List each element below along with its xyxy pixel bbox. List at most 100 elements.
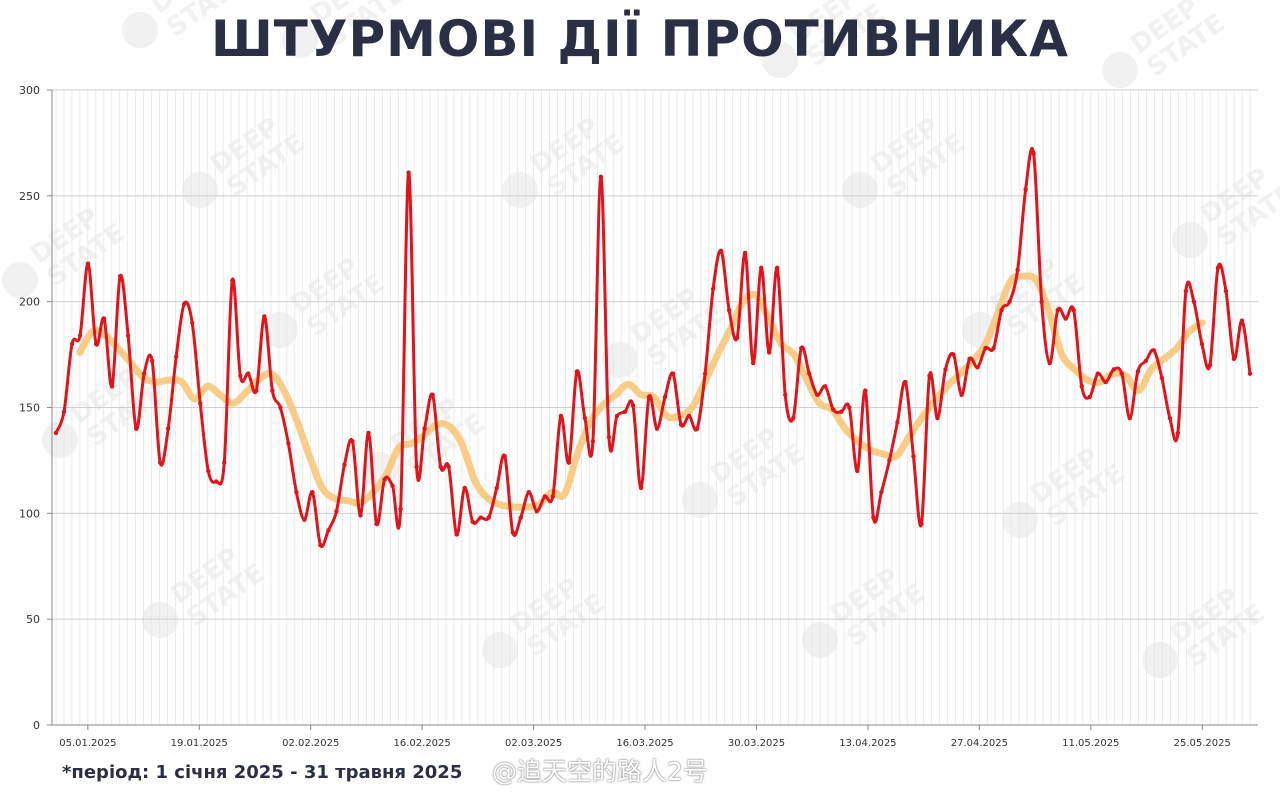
data-point [1175,430,1181,436]
data-point [222,460,227,465]
series-layer [53,146,1253,549]
watermark-logo-icon [762,42,798,78]
data-point [478,515,483,520]
data-point [470,519,475,524]
data-point [1119,371,1124,376]
data-point [182,301,187,306]
data-point [1215,265,1221,270]
credit-watermark: @追天空的路人2号 [492,757,708,786]
data-point [262,314,267,319]
data-point [454,532,459,537]
data-point [718,248,724,254]
data-point [1199,341,1205,347]
data-point [1079,384,1084,389]
watermark-logo-icon [1172,222,1208,258]
data-point [766,350,772,355]
watermark-logo-icon [1142,642,1178,678]
data-point [302,517,307,522]
data-point [1055,307,1060,313]
data-point [959,392,964,397]
data-point [149,358,155,364]
data-point [198,401,203,406]
x-tick-label: 16.03.2025 [616,738,673,749]
x-tick-label: 02.02.2025 [282,738,339,749]
data-point [294,489,299,495]
data-point [534,509,540,514]
watermark-logo-icon [122,12,158,48]
data-point [694,426,700,431]
y-tick-label: 0 [33,719,40,732]
watermark-logo-icon [2,262,38,298]
data-point [919,521,924,527]
data-point [190,320,195,326]
data-point [903,379,908,385]
data-point [678,422,684,427]
data-point [646,394,652,400]
data-point [839,409,844,414]
data-point [1247,371,1253,376]
data-point [734,335,740,340]
trend-line [76,272,1206,511]
data-point [93,341,99,347]
watermark-logo-icon [1102,52,1138,88]
y-tick-label: 250 [19,190,40,203]
data-point [174,354,179,359]
x-tick-label: 13.04.2025 [839,738,896,749]
data-point [494,485,499,491]
data-point [382,477,387,482]
data-point [550,494,556,499]
data-point [206,468,211,474]
watermark-logo-icon [502,172,538,208]
data-point [831,407,836,412]
data-point [1015,267,1020,273]
y-tick-label: 50 [26,613,40,626]
data-point [238,373,243,378]
data-point [1239,318,1245,323]
data-point [1007,299,1012,304]
data-point [975,365,980,370]
data-point [775,265,780,270]
data-point [374,521,379,527]
data-point [390,483,395,489]
data-point [125,333,131,338]
data-point [1143,358,1149,364]
data-point [879,489,884,495]
data-point [991,346,996,351]
x-tick-label: 16.02.2025 [394,738,451,749]
data-point [502,453,507,459]
data-point [847,405,852,410]
x-tick-label: 19.01.2025 [171,738,228,749]
data-point [662,394,668,400]
data-point [1023,187,1028,192]
y-tick-label: 100 [19,507,40,520]
x-tick-label: 02.03.2025 [505,738,562,749]
data-point [510,530,515,535]
data-point [750,360,756,366]
watermark-logo-icon [282,22,318,58]
data-point [935,415,940,421]
watermark-logo-icon [482,632,518,668]
data-point [133,426,139,431]
data-point [606,434,612,440]
data-point [270,388,275,393]
data-point [855,468,860,474]
data-point [1223,288,1229,294]
x-tick-label: 05.01.2025 [59,738,116,749]
data-point [366,430,371,436]
data-point [791,415,796,421]
data-point [622,409,628,414]
data-point [614,413,620,419]
data-point [1103,379,1108,385]
data-point [951,352,956,357]
chart-title: ШТУРМОВІ ДІЇ ПРОТИВНИКА [211,10,1069,68]
data-point [1167,415,1173,421]
data-point [286,441,291,446]
data-point [1095,371,1100,376]
data-point [117,274,123,279]
data-point [438,464,443,469]
